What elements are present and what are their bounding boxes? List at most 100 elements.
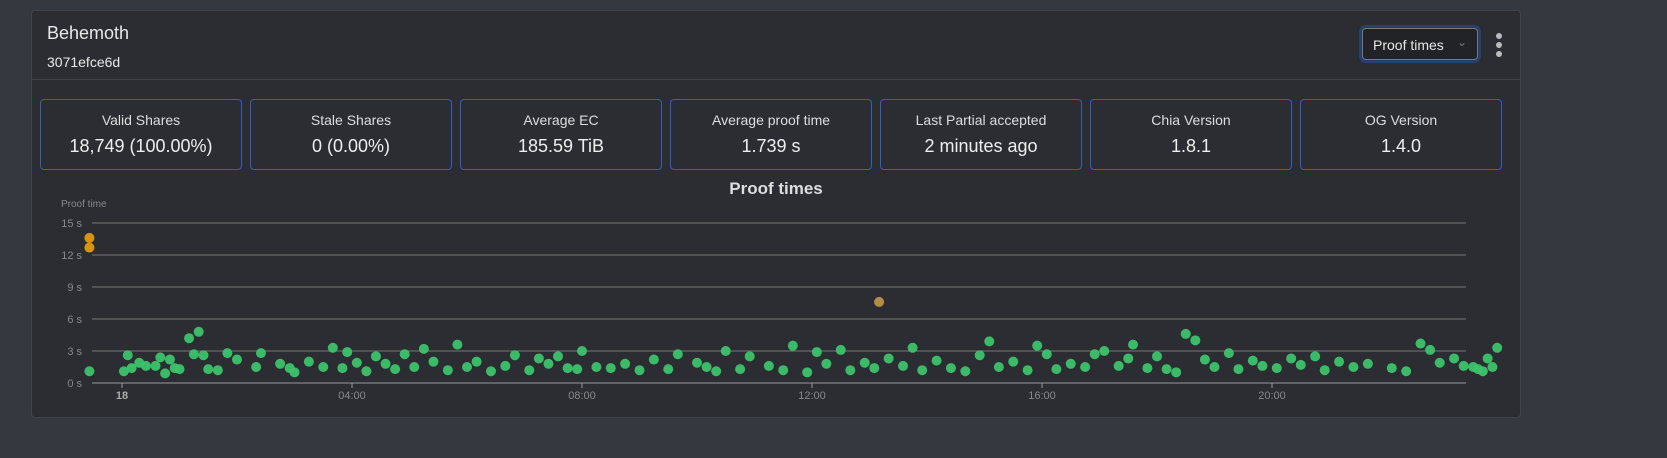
data-point: [1415, 338, 1426, 349]
data-point: [118, 366, 129, 377]
stat-stale-shares: Stale Shares 0 (0.00%): [250, 99, 452, 170]
x-tick-label: 18: [116, 390, 128, 402]
data-point: [174, 364, 185, 375]
stat-value: 1.739 s: [741, 136, 801, 156]
data-point: [1334, 356, 1345, 367]
data-point: [1295, 359, 1306, 370]
stat-value: 185.59 TiB: [517, 136, 605, 156]
data-point: [126, 363, 137, 374]
data-point: [361, 366, 372, 377]
data-point: [874, 296, 885, 307]
stat-label: Chia Version: [1151, 112, 1231, 128]
data-point: [232, 354, 242, 365]
data-point: [835, 344, 846, 355]
data-point: [1080, 362, 1091, 372]
stat-value: 1.8.1: [1170, 136, 1212, 156]
stats-row: Valid Shares 18,749 (100.00%) Stale Share…: [40, 99, 1502, 170]
data-point: [1180, 328, 1191, 339]
y-tick-label: 6 s: [67, 314, 82, 326]
data-point: [193, 326, 204, 337]
data-point: [605, 363, 616, 374]
data-point: [1161, 364, 1172, 375]
y-tick-label: 12 s: [61, 250, 82, 262]
x-tick-label: 20:00: [1258, 390, 1286, 402]
data-point: [1171, 367, 1182, 378]
data-point: [1089, 349, 1100, 360]
data-point: [1123, 353, 1134, 364]
data-point: [351, 357, 362, 368]
data-point: [1286, 353, 1297, 364]
data-point: [370, 351, 381, 362]
data-point: [251, 362, 262, 372]
data-point: [577, 346, 587, 356]
data-point: [553, 351, 564, 362]
data-point: [1032, 340, 1043, 351]
x-tick-label: 08:00: [568, 390, 596, 402]
data-point: [1142, 363, 1153, 374]
data-point: [390, 364, 401, 375]
y-tick-label: 15 s: [61, 218, 82, 230]
data-point: [591, 362, 602, 372]
data-point: [692, 357, 702, 368]
data-point: [1152, 351, 1162, 362]
stat-last-partial: Last Partial accepted 2 minutes ago: [880, 99, 1082, 170]
data-point: [1458, 360, 1469, 371]
data-point: [462, 362, 472, 372]
data-point: [122, 350, 133, 361]
more-options-icon[interactable]: [1496, 33, 1504, 60]
data-point: [974, 350, 985, 361]
data-point: [1223, 348, 1234, 359]
data-point: [1401, 366, 1412, 377]
data-point: [1041, 349, 1052, 360]
data-point: [663, 364, 674, 375]
data-point: [1310, 351, 1321, 362]
data-point: [428, 356, 439, 367]
data-point: [907, 342, 918, 353]
data-point: [1492, 342, 1503, 353]
data-point: [160, 368, 171, 379]
data-point: [1099, 346, 1110, 356]
data-point: [303, 356, 314, 367]
data-point: [787, 340, 798, 351]
data-point: [869, 363, 880, 374]
launcher-id[interactable]: 3071efce6d: [47, 54, 121, 70]
data-point: [184, 333, 195, 344]
data-point: [1425, 344, 1436, 355]
stat-average-proof-time: Average proof time 1.739 s: [670, 99, 872, 170]
data-point: [960, 366, 971, 377]
data-point: [452, 339, 463, 350]
data-point: [735, 364, 746, 375]
data-point: [164, 354, 175, 365]
data-point: [763, 360, 774, 371]
data-point: [1051, 364, 1062, 375]
x-tick-label: 16:00: [1028, 390, 1056, 402]
data-point: [1113, 360, 1124, 371]
data-point: [984, 336, 995, 347]
data-point: [1008, 356, 1019, 367]
select-value: Proof times: [1373, 37, 1444, 53]
data-point: [255, 348, 266, 359]
data-point: [811, 347, 822, 358]
data-point: [1477, 366, 1488, 377]
chart-type-select[interactable]: Proof times ⌄: [1362, 28, 1478, 60]
data-point: [993, 362, 1004, 372]
stat-og-version: OG Version 1.4.0: [1300, 99, 1502, 170]
data-point: [562, 363, 573, 374]
data-point: [883, 353, 894, 364]
data-point: [1199, 354, 1210, 365]
data-point: [188, 349, 199, 360]
data-point: [1449, 353, 1460, 364]
x-tick-label: 12:00: [798, 390, 826, 402]
data-point: [212, 365, 223, 376]
data-point: [859, 357, 870, 368]
data-point: [509, 350, 520, 361]
data-point: [1022, 365, 1033, 376]
stat-chia-version: Chia Version 1.8.1: [1090, 99, 1292, 170]
y-axis-label: Proof time: [61, 199, 107, 210]
data-point: [198, 350, 209, 361]
data-point: [821, 358, 832, 369]
data-point: [409, 362, 420, 372]
data-point: [203, 364, 214, 375]
data-point: [1386, 363, 1397, 374]
